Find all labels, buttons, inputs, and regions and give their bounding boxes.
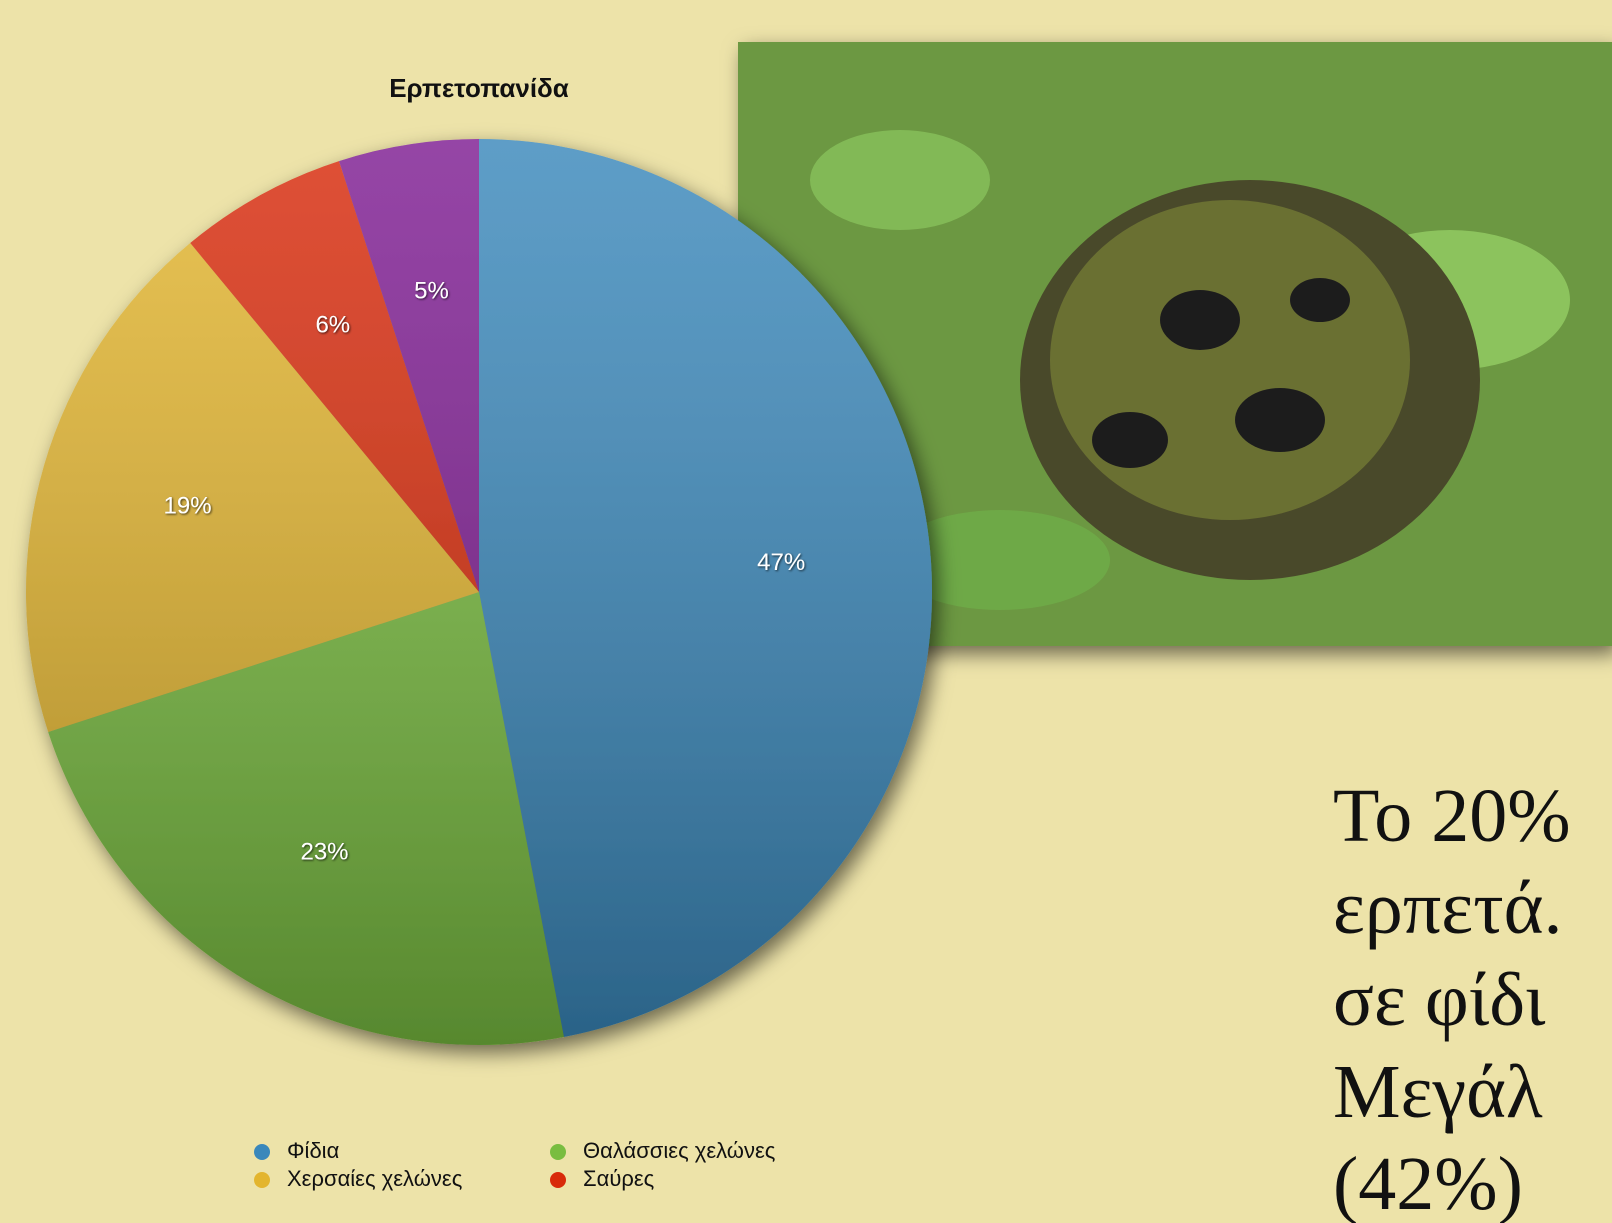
legend-label: Χερσαίες χελώνες (287, 1166, 462, 1191)
legend-swatch (254, 1144, 270, 1160)
data-label: 6% (315, 311, 350, 338)
text-line: Το 20% (1333, 774, 1571, 858)
data-label: 23% (300, 839, 348, 866)
legend-swatch (254, 1172, 270, 1188)
pie (25, 139, 932, 1045)
text-line: (42%) (1333, 1142, 1523, 1223)
data-label: 47% (757, 549, 805, 576)
data-label: 19% (164, 493, 212, 520)
legend-label: Φίδια (287, 1138, 340, 1163)
text-line: ερπετά. (1333, 866, 1563, 950)
data-label: 5% (414, 278, 449, 305)
legend-label: Σαύρες (583, 1166, 654, 1191)
text-line: σε φίδι (1333, 958, 1546, 1042)
data-labels: 47% 23% 19% 6% 5% (164, 278, 806, 866)
legend: Φίδια Θαλάσσιες χελώνες Χερσαίες χελώνες Σα… (254, 1138, 775, 1191)
slide-text: Το 20% ερπετά. σε φίδι Μεγάλ (42%) (1333, 770, 1612, 1223)
chart-title: Ερπετοπανίδα (389, 73, 569, 103)
legend-label: Θαλάσσιες χελώνες (583, 1138, 775, 1163)
text-line: Μεγάλ (1333, 1050, 1543, 1134)
photo (738, 42, 1612, 646)
legend-swatch (550, 1172, 566, 1188)
legend-swatch (550, 1144, 566, 1160)
